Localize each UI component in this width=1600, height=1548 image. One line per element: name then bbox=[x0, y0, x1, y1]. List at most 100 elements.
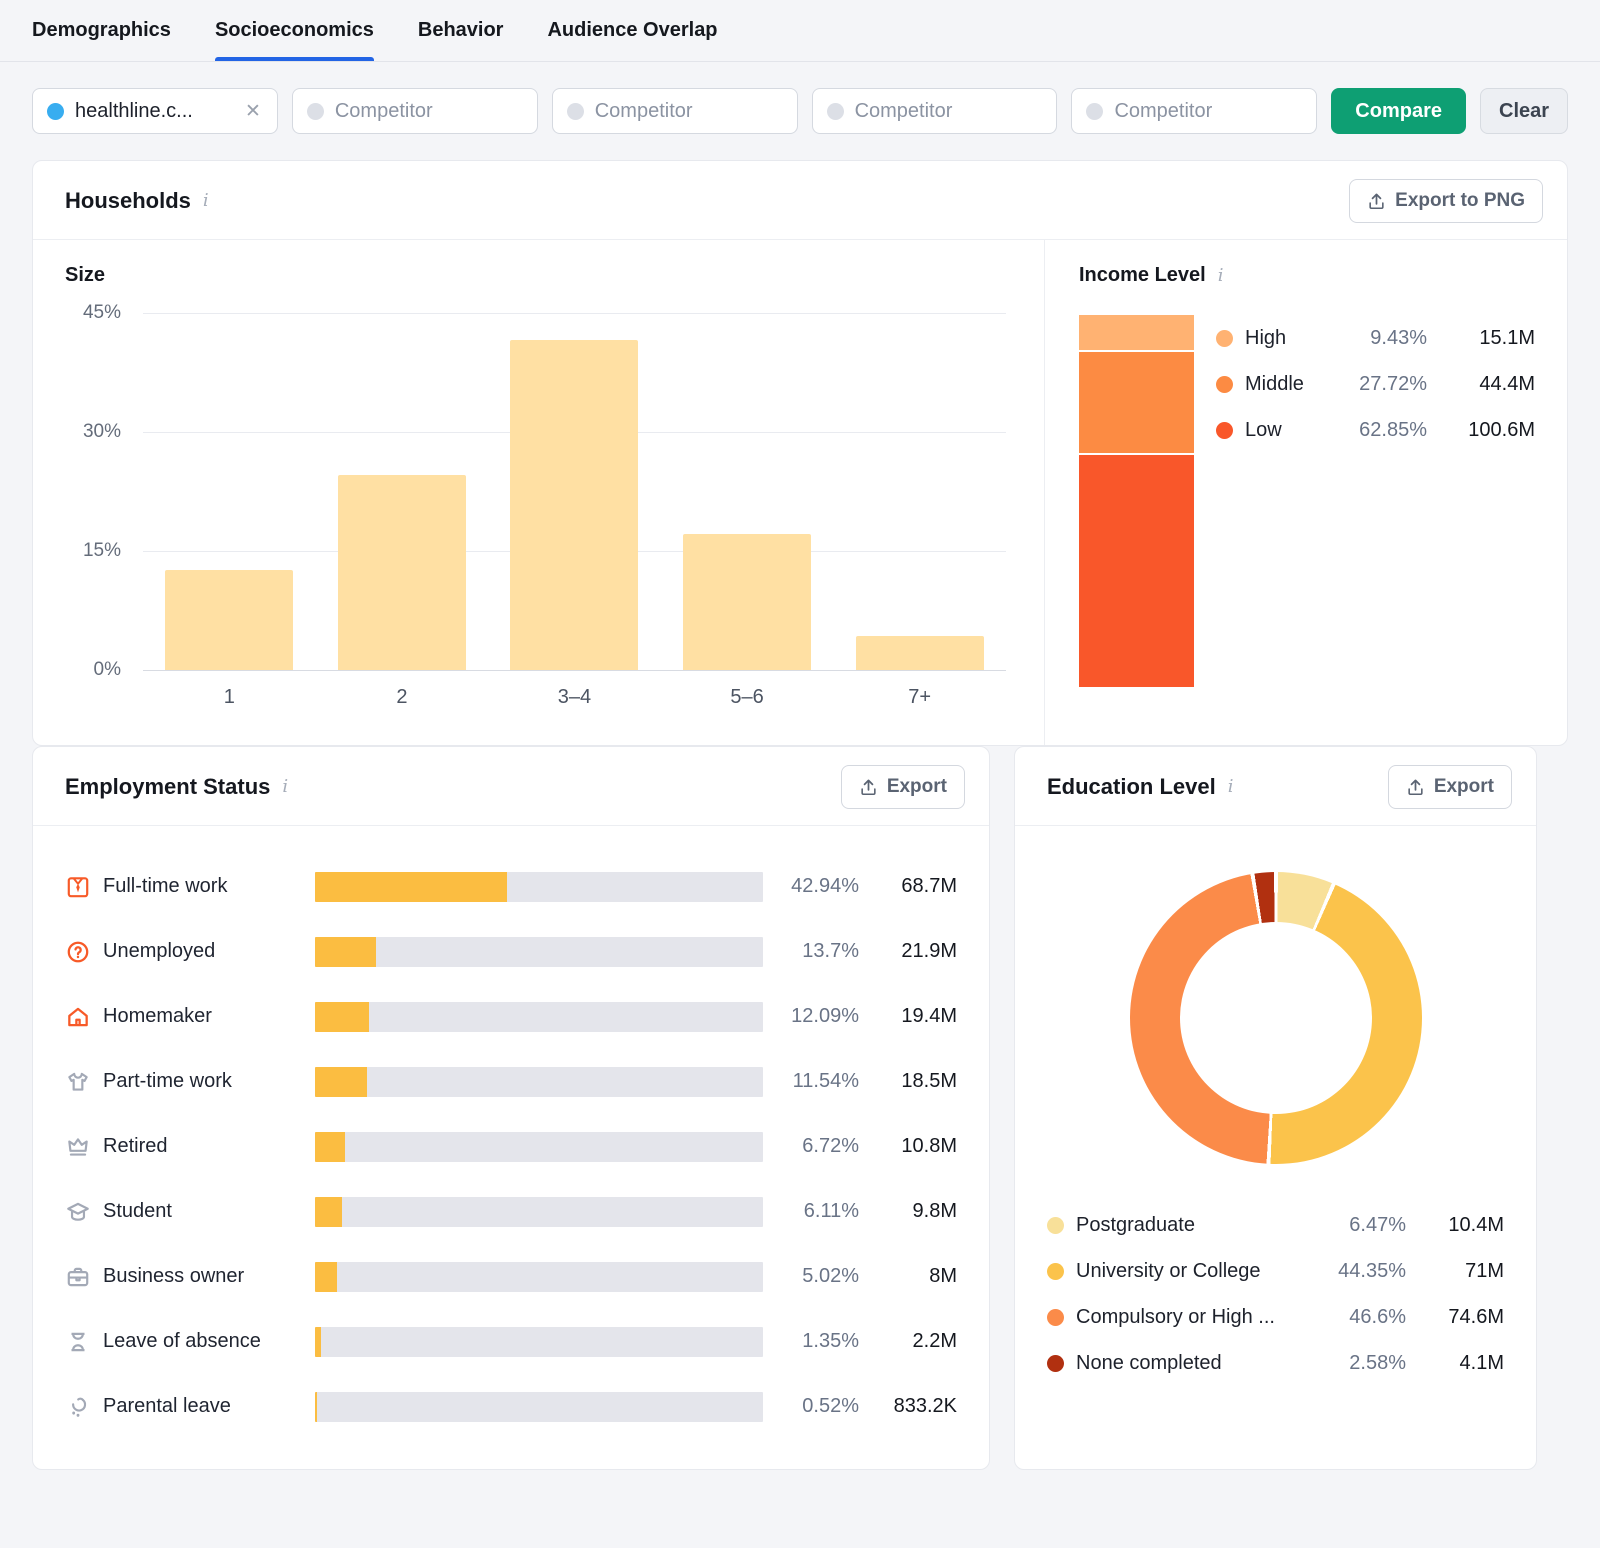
compare-button[interactable]: Compare bbox=[1331, 88, 1466, 134]
x-axis-label: 2 bbox=[396, 686, 408, 708]
employment-bar[interactable] bbox=[315, 1131, 763, 1162]
gridline: 45% bbox=[83, 302, 1006, 323]
competitor-placeholder: Competitor bbox=[1114, 99, 1213, 122]
size-bar[interactable] bbox=[510, 339, 639, 670]
employment-bar[interactable] bbox=[315, 1261, 763, 1292]
legend-row: University or College 44.35% 71M bbox=[1047, 1248, 1504, 1294]
tab-demographics[interactable]: Demographics bbox=[32, 0, 171, 61]
size-bar[interactable] bbox=[165, 570, 294, 670]
employment-percent: 0.52% bbox=[802, 1395, 859, 1417]
size-bar[interactable] bbox=[337, 474, 466, 670]
employment-row-unemployed: Unemployed 13.7% 21.9M bbox=[65, 919, 957, 984]
household-size-section: Size 45% 30% 15% 0% 1 bbox=[33, 240, 1044, 745]
tab-bar: Demographics Socioeconomics Behavior Aud… bbox=[0, 0, 1600, 62]
upload-icon bbox=[1408, 779, 1423, 795]
income-segment-low[interactable] bbox=[1079, 453, 1194, 687]
legend-value: 10.4M bbox=[1448, 1213, 1504, 1236]
export-label: Export bbox=[886, 776, 947, 797]
legend-row: High 9.43% 15.1M bbox=[1216, 315, 1535, 361]
employment-bar[interactable] bbox=[315, 1196, 763, 1227]
competitor-input-4[interactable]: Competitor bbox=[1071, 88, 1318, 134]
employment-bar[interactable] bbox=[315, 1066, 763, 1097]
employment-percent: 11.54% bbox=[792, 1070, 859, 1092]
export-to-png-label: Export to PNG bbox=[1395, 190, 1525, 211]
legend-dot bbox=[1047, 1354, 1064, 1372]
crown-icon bbox=[65, 1134, 103, 1160]
income-stacked-bar bbox=[1079, 315, 1194, 687]
employment-value: 2.2M bbox=[912, 1330, 957, 1352]
employment-row-retired: Retired 6.72% 10.8M bbox=[65, 1114, 957, 1179]
employment-percent: 42.94% bbox=[791, 875, 859, 897]
employment-percent: 5.02% bbox=[802, 1265, 859, 1287]
clear-button[interactable]: Clear bbox=[1480, 88, 1569, 134]
legend-label: Low bbox=[1245, 418, 1282, 441]
employment-bar[interactable] bbox=[315, 1391, 763, 1422]
domain-color-dot bbox=[47, 102, 64, 120]
export-to-png-button[interactable]: Export to PNG bbox=[1349, 179, 1543, 223]
employment-value: 19.4M bbox=[901, 1005, 957, 1027]
tab-label: Behavior bbox=[417, 19, 504, 41]
legend-row: Middle 27.72% 44.4M bbox=[1216, 361, 1535, 407]
income-segment-high[interactable] bbox=[1079, 315, 1194, 351]
graduation-cap-icon bbox=[65, 1199, 103, 1225]
remove-domain-icon[interactable]: ✕ bbox=[244, 100, 261, 122]
employment-bar[interactable] bbox=[315, 936, 763, 967]
tab-socioeconomics[interactable]: Socioeconomics bbox=[214, 0, 374, 61]
x-axis-label: 3–4 bbox=[557, 686, 592, 708]
legend-dot bbox=[1216, 329, 1233, 347]
competitor-input-3[interactable]: Competitor bbox=[811, 88, 1058, 134]
size-bar[interactable] bbox=[855, 635, 984, 670]
legend-dot bbox=[1047, 1262, 1064, 1280]
info-icon[interactable]: i bbox=[202, 190, 209, 211]
legend-label: Compulsory or High ... bbox=[1076, 1305, 1275, 1328]
y-axis-tick: 0% bbox=[93, 659, 121, 680]
tab-audience-overlap[interactable]: Audience Overlap bbox=[547, 0, 717, 61]
competitor-placeholder: Competitor bbox=[854, 99, 953, 122]
education-donut-chart[interactable] bbox=[1129, 872, 1422, 1164]
legend-row: None completed 2.58% 4.1M bbox=[1047, 1340, 1504, 1386]
tshirt-icon bbox=[65, 1069, 103, 1095]
employment-row-parental-leave: Parental leave 0.52% 833.2K bbox=[65, 1374, 957, 1439]
employment-export-button[interactable]: Export bbox=[840, 765, 965, 809]
household-size-chart: 45% 30% 15% 0% 1 2 3–4 5– bbox=[65, 302, 1006, 709]
education-export-button[interactable]: Export bbox=[1387, 765, 1512, 809]
education-legend: Postgraduate 6.47% 10.4M University or C… bbox=[1015, 1202, 1536, 1422]
legend-value: 71M bbox=[1465, 1259, 1504, 1282]
x-axis-line: 0% bbox=[94, 659, 1006, 680]
legend-row: Compulsory or High ... 46.6% 74.6M bbox=[1047, 1294, 1504, 1340]
income-level-title: Income Level bbox=[1079, 264, 1206, 286]
size-chart-title: Size bbox=[65, 264, 106, 286]
info-icon[interactable]: i bbox=[1217, 264, 1224, 286]
legend-value: 100.6M bbox=[1468, 418, 1535, 441]
tab-behavior[interactable]: Behavior bbox=[418, 0, 504, 61]
employment-status-title: Employment Status bbox=[65, 774, 271, 799]
question-circle-icon bbox=[65, 939, 103, 965]
info-icon[interactable]: i bbox=[1227, 776, 1234, 797]
target-domain-chip[interactable]: healthline.c... ✕ bbox=[32, 88, 278, 134]
tab-label: Audience Overlap bbox=[547, 19, 718, 41]
competitor-color-dot bbox=[306, 102, 324, 120]
legend-dot bbox=[1216, 375, 1233, 393]
x-axis-label: 7+ bbox=[908, 686, 932, 708]
employment-bar[interactable] bbox=[315, 1001, 763, 1032]
employment-label: Retired bbox=[103, 1135, 168, 1157]
info-icon[interactable]: i bbox=[282, 776, 289, 797]
income-level-section: Income Level i High 9.43% 15.1M bbox=[1044, 240, 1567, 745]
legend-label: University or College bbox=[1076, 1259, 1261, 1282]
employment-row-student: Student 6.11% 9.8M bbox=[65, 1179, 957, 1244]
upload-icon bbox=[861, 779, 876, 795]
employment-row-business-owner: Business owner 5.02% 8M bbox=[65, 1244, 957, 1309]
employment-percent: 13.7% bbox=[802, 940, 859, 962]
competitor-input-2[interactable]: Competitor bbox=[551, 88, 798, 134]
y-axis-tick: 15% bbox=[82, 539, 121, 561]
legend-percent: 46.6% bbox=[1349, 1305, 1406, 1328]
employment-bar[interactable] bbox=[315, 1326, 763, 1357]
size-bar[interactable] bbox=[683, 534, 812, 670]
income-segment-middle[interactable] bbox=[1079, 350, 1194, 454]
employment-row-homemaker: Homemaker 12.09% 19.4M bbox=[65, 984, 957, 1049]
employment-bar[interactable] bbox=[315, 871, 763, 902]
legend-percent: 2.58% bbox=[1349, 1351, 1406, 1374]
competitor-input-1[interactable]: Competitor bbox=[291, 88, 538, 134]
legend-label: High bbox=[1245, 326, 1287, 349]
employment-label: Parental leave bbox=[103, 1395, 231, 1417]
